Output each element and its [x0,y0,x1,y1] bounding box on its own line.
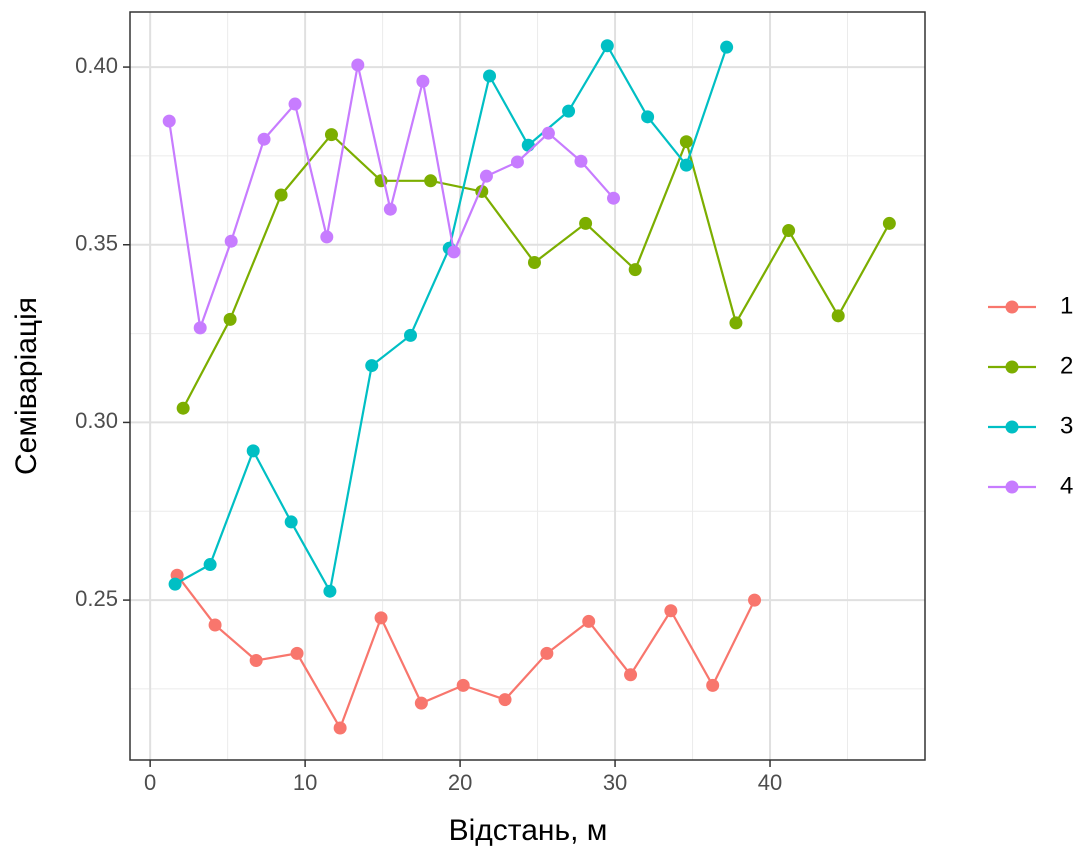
data-point [831,309,845,323]
data-point [562,104,576,118]
legend-label: 4 [1060,472,1073,499]
data-point [365,359,379,373]
data-point [176,401,190,415]
data-point [574,154,588,168]
y-tick-label: 0.25 [75,586,118,611]
data-point [510,155,524,169]
data-point [782,224,796,238]
data-point [246,444,260,458]
plot-border [129,11,926,761]
data-point [320,230,334,244]
data-point [579,216,593,230]
x-tick-label: 40 [758,770,782,795]
data-point [290,646,304,660]
data-point [607,191,621,205]
data-point [600,39,614,53]
data-point [424,174,438,188]
plot-background [130,12,925,760]
data-point [193,321,207,335]
data-point [168,577,182,591]
data-point [284,515,298,529]
data-point [540,646,554,660]
legend-key-point [1005,300,1019,314]
data-point [628,263,642,277]
data-point [456,678,470,692]
data-point [541,126,555,140]
data-point [162,114,176,128]
y-tick-label: 0.40 [75,53,118,78]
data-point [664,604,678,618]
data-point [203,558,217,572]
data-point [288,97,302,111]
legend-label: 1 [1060,292,1073,319]
data-point [624,668,638,682]
data-point [414,696,428,710]
data-point [383,202,397,216]
data-point [679,135,693,149]
data-point [882,216,896,230]
data-point [498,693,512,707]
data-point [223,312,237,326]
y-tick-label: 0.30 [75,408,118,433]
data-point [333,721,347,735]
data-point [521,138,535,152]
data-point [274,188,288,202]
legend-key-point [1005,480,1019,494]
y-axis-label: Семіваріація [10,297,43,475]
legend-key-point [1005,360,1019,374]
data-point [257,132,271,146]
data-point [479,169,493,183]
data-point [748,593,762,607]
data-point [706,678,720,692]
x-tick-label: 20 [448,770,472,795]
x-tick-label: 0 [144,770,156,795]
data-point [351,58,365,72]
data-point [416,74,430,88]
data-point [374,611,388,625]
data-point [323,584,337,598]
data-point [720,40,734,54]
data-point [527,256,541,270]
legend-label: 2 [1060,352,1073,379]
data-point [447,245,461,259]
x-axis-label: Відстань, м [449,814,608,847]
data-point [641,110,655,124]
data-point [679,158,693,172]
y-tick-label: 0.35 [75,231,118,256]
x-tick-label: 30 [603,770,627,795]
legend-key-point [1005,420,1019,434]
data-point [249,654,263,668]
legend-label: 3 [1060,412,1073,439]
data-point [324,128,338,142]
data-point [729,316,743,330]
data-point [582,614,596,628]
x-tick-label: 10 [293,770,317,795]
data-point [208,618,222,632]
data-point [224,234,238,248]
data-point [403,328,417,342]
data-point [483,69,497,83]
